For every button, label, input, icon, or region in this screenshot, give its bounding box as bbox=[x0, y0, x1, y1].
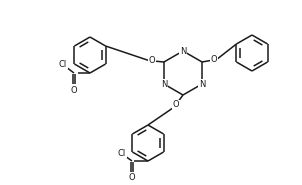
Text: O: O bbox=[173, 100, 179, 109]
Text: N: N bbox=[161, 80, 167, 88]
Text: O: O bbox=[71, 85, 77, 95]
Text: O: O bbox=[129, 174, 135, 182]
Text: O: O bbox=[149, 56, 155, 65]
Text: Cl: Cl bbox=[59, 60, 67, 68]
Text: Cl: Cl bbox=[118, 149, 126, 157]
Text: O: O bbox=[210, 55, 217, 64]
Text: N: N bbox=[199, 80, 205, 88]
Text: N: N bbox=[180, 46, 186, 56]
